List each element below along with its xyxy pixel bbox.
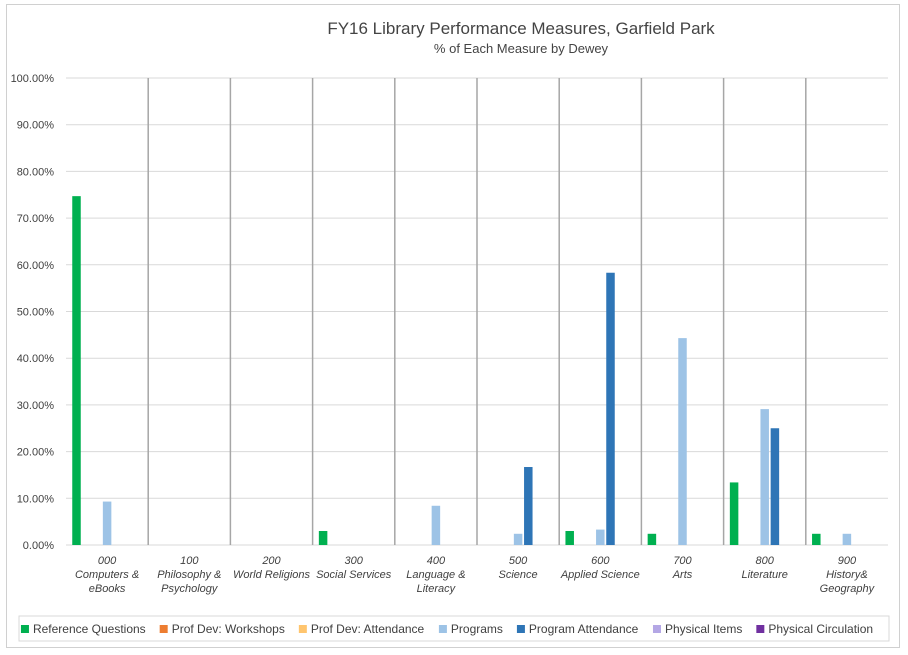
legend-label: Reference Questions: [33, 622, 146, 636]
x-tick-label: 600 Applied Science: [560, 555, 640, 581]
bar: [431, 505, 441, 545]
y-tick-label: 40.00%: [17, 353, 55, 365]
y-tick-label: 20.00%: [17, 447, 55, 459]
bar: [606, 272, 615, 545]
legend-label: Program Attendance: [529, 622, 639, 636]
bar: [770, 428, 780, 545]
category-separators: [147, 78, 807, 545]
x-tick-label: 300 Social Services: [316, 555, 392, 581]
bar: [812, 533, 821, 545]
chart-title: FY16 Library Performance Measures, Garfi…: [327, 19, 715, 38]
bar: [678, 338, 687, 545]
bar: [513, 533, 523, 545]
x-tick-label: 700 Arts: [672, 555, 693, 581]
bar: [842, 533, 852, 545]
legend: Reference Questions Prof Dev: Workshops Pr…: [20, 622, 873, 636]
x-tick-label: 100 Philosophy & Psychology: [157, 555, 221, 595]
chart-subtitle: % of Each Measure by Dewey: [434, 41, 609, 56]
legend-swatch: [756, 625, 765, 633]
y-tick-label: 90.00%: [17, 120, 55, 132]
legend-swatch: [652, 625, 661, 633]
bar: [318, 530, 328, 545]
y-tick-label: 0.00%: [23, 540, 54, 552]
x-tick-label: 500 Science: [499, 555, 538, 581]
legend-swatch: [20, 625, 29, 633]
y-tick-label: 50.00%: [17, 307, 55, 319]
y-tick-label: 70.00%: [17, 213, 55, 225]
y-tick-label: 100.00%: [11, 73, 55, 85]
x-tick-label: 000 Computers & eBooks: [75, 555, 139, 595]
bar: [102, 501, 112, 545]
legend-label: Programs: [451, 622, 503, 636]
chart-frame: [6, 4, 900, 648]
bar: [565, 530, 574, 545]
y-tick-label: 30.00%: [17, 400, 55, 412]
legend-label: Physical Items: [665, 622, 742, 636]
bar: [729, 482, 739, 545]
legend-swatch: [438, 625, 447, 633]
x-axis-ticks: 000 Computers & eBooks 100 Philosophy & Psych…: [75, 555, 876, 595]
legend-label: Prof Dev: Attendance: [311, 622, 425, 636]
bars: [72, 196, 852, 545]
x-tick-label: 900 History& Geography: [820, 555, 876, 595]
y-axis-ticks: 0.00% 10.00% 20.00% 30.00% 40.00% 50.00% 60.00…: [11, 73, 55, 552]
bar: [647, 533, 657, 545]
y-tick-label: 80.00%: [17, 166, 55, 178]
legend-swatch: [159, 625, 168, 633]
bar: [596, 529, 605, 545]
legend-label: Physical Circulation: [768, 622, 873, 636]
x-tick-label: 200 World Religions: [233, 555, 311, 581]
legend-swatch: [516, 625, 525, 633]
bar: [524, 467, 533, 545]
legend-label: Prof Dev: Workshops: [172, 622, 285, 636]
x-tick-label: 400 Language & Literacy: [406, 555, 465, 595]
y-tick-label: 60.00%: [17, 260, 55, 272]
bar: [760, 409, 769, 545]
legend-swatch: [298, 625, 307, 633]
bar: [72, 196, 81, 545]
y-tick-label: 10.00%: [17, 493, 55, 505]
x-tick-label: 800 Literature: [741, 555, 787, 581]
